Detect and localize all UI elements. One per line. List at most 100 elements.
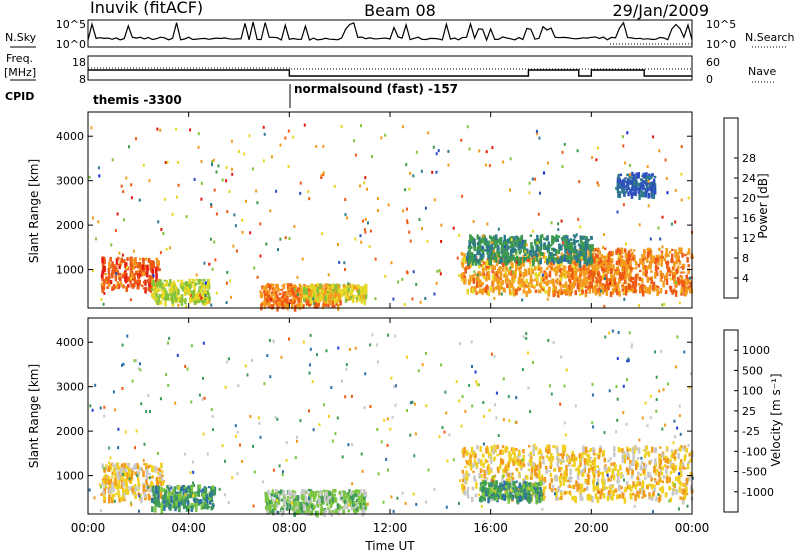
heatmap-cell <box>605 280 608 286</box>
heatmap-cell <box>478 245 481 249</box>
heatmap-cell <box>341 506 344 509</box>
heatmap-cell <box>512 255 515 261</box>
heatmap-cell <box>271 305 275 309</box>
heatmap-cell <box>296 275 299 279</box>
heatmap-cell <box>605 486 608 490</box>
heatmap-cell <box>177 279 180 282</box>
heatmap-cell <box>482 234 485 238</box>
heatmap-cell <box>661 215 664 219</box>
heatmap-cell <box>488 456 492 459</box>
heatmap-cell <box>479 242 482 245</box>
heatmap-cell <box>321 295 324 299</box>
heatmap-cell <box>587 274 591 280</box>
heatmap-cell <box>563 236 567 239</box>
heatmap-cell <box>665 272 669 279</box>
heatmap-cell <box>307 288 310 292</box>
heatmap-cell <box>497 485 500 490</box>
heatmap-cell <box>198 484 201 489</box>
heatmap-cell <box>573 245 577 251</box>
heatmap-cell <box>621 267 624 272</box>
heatmap-cell <box>485 470 489 475</box>
heatmap-cell <box>657 226 660 230</box>
heatmap-cell <box>105 276 108 280</box>
heatmap-cell <box>497 251 501 258</box>
heatmap-cell <box>625 455 628 460</box>
heatmap-cell <box>529 278 532 282</box>
heatmap-cell <box>596 272 600 277</box>
heatmap-cell <box>588 288 591 294</box>
heatmap-cell <box>527 462 530 467</box>
heatmap-cell <box>189 297 192 304</box>
heatmap-cell <box>634 284 637 288</box>
heatmap-cell <box>630 176 633 179</box>
heatmap-cell <box>674 253 677 258</box>
heatmap-cell <box>519 258 522 264</box>
heatmap-cell <box>589 280 592 283</box>
heatmap-cell <box>542 495 545 501</box>
heatmap-cell <box>509 472 512 477</box>
heatmap-cell <box>591 266 595 273</box>
heatmap-cell <box>547 265 551 268</box>
heatmap-cell <box>302 489 306 496</box>
heatmap-cell <box>195 273 198 277</box>
heatmap-cell <box>588 450 591 453</box>
heatmap-cell <box>467 245 471 249</box>
heatmap-cell <box>665 467 668 474</box>
heatmap-cell <box>460 138 463 142</box>
heatmap-cell <box>326 495 330 500</box>
colorbar-tick-label: 28 <box>742 152 756 165</box>
heatmap-cell <box>672 272 675 277</box>
heatmap-cell <box>636 462 639 467</box>
heatmap-cell <box>620 180 623 184</box>
heatmap-cell <box>125 486 128 491</box>
heatmap-cell <box>271 291 274 295</box>
heatmap-cell <box>120 184 123 188</box>
heatmap-cell <box>228 190 231 194</box>
heatmap-cell <box>321 497 324 503</box>
heatmap-cell <box>406 207 408 211</box>
heatmap-cell <box>591 496 594 503</box>
heatmap-cell <box>680 198 683 202</box>
heatmap-cell <box>491 255 495 259</box>
heatmap-cell <box>309 290 313 294</box>
heatmap-cell <box>431 170 434 174</box>
heatmap-cell <box>507 490 511 493</box>
heatmap-cell <box>645 257 649 260</box>
heatmap-cell <box>532 254 535 260</box>
heatmap-cell <box>279 143 282 147</box>
heatmap-cell <box>187 502 190 506</box>
heatmap-cell <box>488 266 491 269</box>
heatmap-cell <box>545 276 548 279</box>
heatmap-cell <box>467 265 471 270</box>
heatmap-cell <box>336 298 339 303</box>
heatmap-cell <box>583 259 587 264</box>
heatmap-cell <box>288 237 291 240</box>
heatmap-cell <box>172 287 175 293</box>
heatmap-cell <box>665 492 668 495</box>
heatmap-cell <box>354 237 357 241</box>
heatmap-cell <box>211 163 213 167</box>
nave-right-tick-bottom: 0 <box>706 73 713 86</box>
heatmap-cell <box>205 298 209 305</box>
heatmap-cell <box>286 498 289 502</box>
heatmap-cell <box>360 240 363 244</box>
heatmap-cell <box>316 503 320 508</box>
heatmap-cell <box>201 293 204 301</box>
heatmap-cell <box>211 160 213 164</box>
heatmap-cell <box>619 255 623 260</box>
heatmap-cell <box>350 295 353 301</box>
heatmap-cell <box>680 266 683 269</box>
heatmap-cell <box>603 457 606 463</box>
heatmap-cell <box>622 189 626 192</box>
heatmap-cell <box>288 286 292 291</box>
heatmap-cell <box>616 180 620 187</box>
heatmap-cell <box>296 509 299 516</box>
heatmap-cell <box>622 492 625 499</box>
heatmap-cell <box>199 284 203 289</box>
heatmap-cell <box>638 182 641 187</box>
heatmap-cell <box>504 466 507 473</box>
colorbar-tick-label: 8 <box>742 252 749 265</box>
heatmap-cell <box>332 489 335 492</box>
heatmap-cell <box>587 285 590 290</box>
heatmap-cell <box>631 492 635 496</box>
